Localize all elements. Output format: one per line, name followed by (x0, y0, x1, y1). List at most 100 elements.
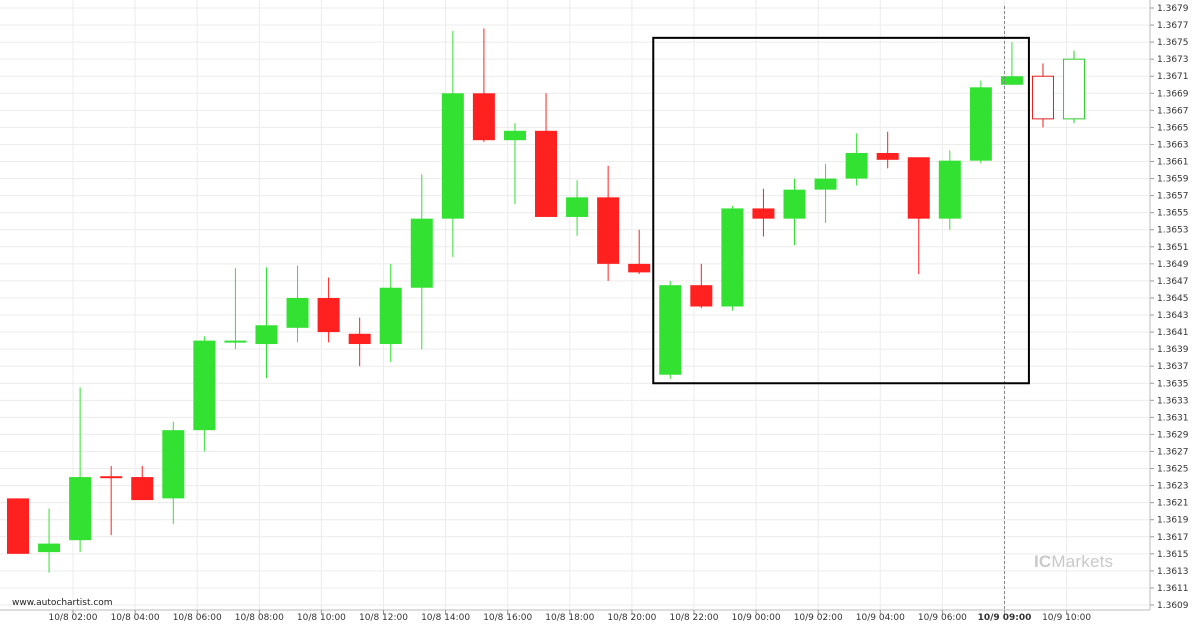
bearish-candle (690, 263, 713, 309)
bearish-candle (348, 317, 371, 367)
watermark-ic: IC (1034, 552, 1052, 571)
candles (7, 28, 1086, 573)
x-tick-label: 10/8 22:00 (669, 613, 718, 623)
y-tick-label: 1.3677 (1157, 21, 1189, 31)
y-tick-label: 1.3673 (1157, 55, 1189, 65)
y-tick-label: 1.3631 (1157, 413, 1189, 423)
candle-body (286, 297, 309, 328)
bullish-candle (286, 265, 309, 343)
candle-body (348, 333, 371, 345)
candle-body (100, 476, 123, 479)
x-axis: 10/8 02:00 10/8 04:00 10/8 06:00 10/8 08:00… (0, 609, 1150, 623)
candle-body (628, 263, 651, 273)
candle-body (721, 208, 744, 307)
bullish-candle (659, 280, 682, 379)
x-tick-label: 10/9 00:00 (732, 613, 781, 623)
x-tick-label: 10/9 06:00 (918, 613, 967, 623)
y-tick-label: 1.3657 (1157, 192, 1189, 202)
candle-body (255, 325, 278, 345)
x-tick-label: 10/8 02:00 (48, 613, 97, 623)
candle-body (162, 430, 185, 499)
bullish-candle (379, 263, 402, 362)
bearish-candle (7, 498, 29, 554)
x-tick-label: 10/8 12:00 (359, 613, 408, 623)
y-tick-label: 1.3615 (1157, 550, 1189, 560)
y-tick-label: 1.3645 (1157, 294, 1189, 304)
overlay (652, 6, 1030, 610)
candle-body (752, 208, 775, 219)
bullish-candle (969, 80, 992, 164)
candle-body (535, 130, 558, 217)
y-tick-label: 1.3661 (1157, 158, 1189, 168)
candle-body (814, 178, 837, 190)
y-tick-label: 1.3651 (1157, 243, 1189, 253)
bullish-candle (721, 205, 744, 311)
x-tick-label: 10/8 06:00 (173, 613, 222, 623)
y-tick-label: 1.3671 (1157, 72, 1189, 82)
candle-body (131, 477, 154, 501)
candle-body (690, 285, 713, 307)
y-tick-label: 1.3647 (1157, 277, 1189, 287)
bullish-candle (410, 174, 433, 350)
y-tick-label: 1.3635 (1157, 379, 1189, 389)
candle-body (503, 130, 526, 141)
x-tick-label: 10/8 10:00 (297, 613, 346, 623)
bullish-candle (783, 178, 806, 246)
bearish-candle (317, 277, 340, 343)
candle-body (659, 285, 682, 375)
candle-body (783, 189, 806, 219)
y-tick-label: 1.3679 (1157, 4, 1189, 14)
x-tick-label: 10/8 18:00 (545, 613, 594, 623)
candle-body (597, 197, 620, 264)
bullish-candle (566, 180, 589, 236)
x-tick-label: 10/9 04:00 (856, 613, 905, 623)
candle-body (69, 477, 92, 541)
candle-body (193, 340, 216, 431)
candle-body (317, 297, 340, 333)
bearish-candle (535, 93, 558, 217)
candle-body (845, 152, 868, 179)
bearish-candle (752, 188, 775, 237)
y-tick-label: 1.3643 (1157, 311, 1189, 321)
bearish-candle (628, 229, 651, 275)
x-tick-label: 10/9 02:00 (794, 613, 843, 623)
brand-watermark: ICMarkets (1034, 552, 1113, 572)
bullish-candle (845, 133, 868, 186)
bullish-candle (162, 421, 185, 524)
candle-body (1000, 76, 1023, 85)
y-tick-label: 1.3665 (1157, 123, 1189, 133)
bullish-candle (1063, 50, 1086, 124)
bullish-candle (441, 31, 464, 258)
y-tick-label: 1.3617 (1157, 533, 1189, 543)
y-tick-label: 1.3641 (1157, 328, 1189, 338)
watermark-markets: Markets (1051, 552, 1114, 571)
y-tick-label: 1.3649 (1157, 260, 1189, 270)
candle-body (938, 160, 961, 219)
y-tick-label: 1.3675 (1157, 38, 1189, 48)
bullish-candle (38, 508, 61, 573)
y-tick-label: 1.3621 (1157, 499, 1189, 509)
bearish-candle (1031, 63, 1054, 128)
candle-body (969, 87, 992, 161)
bearish-candle (876, 131, 899, 169)
x-tick-label: 10/8 08:00 (235, 613, 284, 623)
y-tick-label: 1.3619 (1157, 516, 1189, 526)
bullish-candle (1000, 42, 1023, 85)
y-tick-label: 1.3667 (1157, 106, 1189, 116)
bearish-candle (907, 157, 930, 275)
y-tick-label: 1.3613 (1157, 567, 1189, 577)
bearish-candle (597, 165, 620, 281)
y-tick-label: 1.3663 (1157, 140, 1189, 150)
y-tick-label: 1.3655 (1157, 209, 1189, 219)
y-tick-label: 1.3611 (1157, 584, 1189, 594)
candle-body (441, 93, 464, 219)
x-tick-label: 10/8 14:00 (421, 613, 470, 623)
bullish-candle (224, 268, 247, 350)
candle-body (224, 340, 247, 343)
candle-body (566, 197, 589, 217)
bearish-candle (131, 465, 154, 501)
source-label: www.autochartist.com (12, 598, 113, 608)
y-tick-label: 1.3633 (1157, 396, 1189, 406)
x-tick-label: 10/8 20:00 (607, 613, 656, 623)
